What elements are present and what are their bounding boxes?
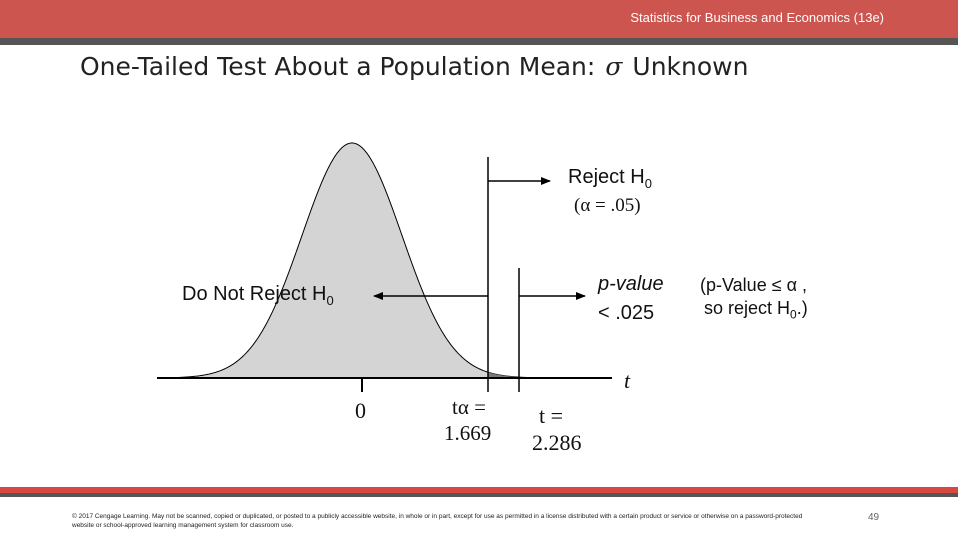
page-number: 49 [868,512,880,523]
header-bar: Statistics for Business and Economics (1… [0,0,958,38]
title-prefix: One-Tailed Test About a Population Mean: [80,52,596,81]
sigma-symbol: σ [605,52,623,81]
conclusion-line1: (p-Value ≤ α , [700,275,807,295]
zero-label: 0 [355,398,366,423]
p-value-label-line2: < .025 [598,302,655,324]
reject-label: Reject H0 [568,166,652,191]
reject-text: Reject H [568,166,645,188]
conclusion-suffix: .) [796,298,808,318]
conclusion-subscript: 0 [790,307,797,322]
critical-label: tα = [452,395,486,419]
footer-bar [0,493,958,497]
rejection-tail [488,372,545,378]
do-not-reject-label: Do Not Reject H0 [182,283,334,308]
title-suffix: Unknown [632,52,749,81]
do-not-reject-subscript: 0 [326,293,334,308]
header-divider [0,38,958,45]
footer-divider [0,487,958,493]
course-title: Statistics for Business and Economics (1… [630,10,884,25]
conclusion-text: so reject H [704,298,791,318]
critical-value: 1.669 [444,421,492,445]
alpha-label: (α = .05) [574,195,641,216]
distribution-curve [179,142,546,379]
do-not-reject-text: Do Not Reject H [182,283,327,305]
reject-subscript: 0 [644,176,652,191]
test-statistic-value: 2.286 [532,430,582,455]
slide-title: One-Tailed Test About a Population Mean:… [80,52,748,81]
copyright-notice: © 2017 Cengage Learning. May not be scan… [72,513,803,529]
p-value-label-line1: p-value [598,273,664,295]
axis-label: t [624,368,631,393]
test-statistic-label: t = [539,403,564,428]
conclusion-line2: so reject H0.) [704,298,808,322]
